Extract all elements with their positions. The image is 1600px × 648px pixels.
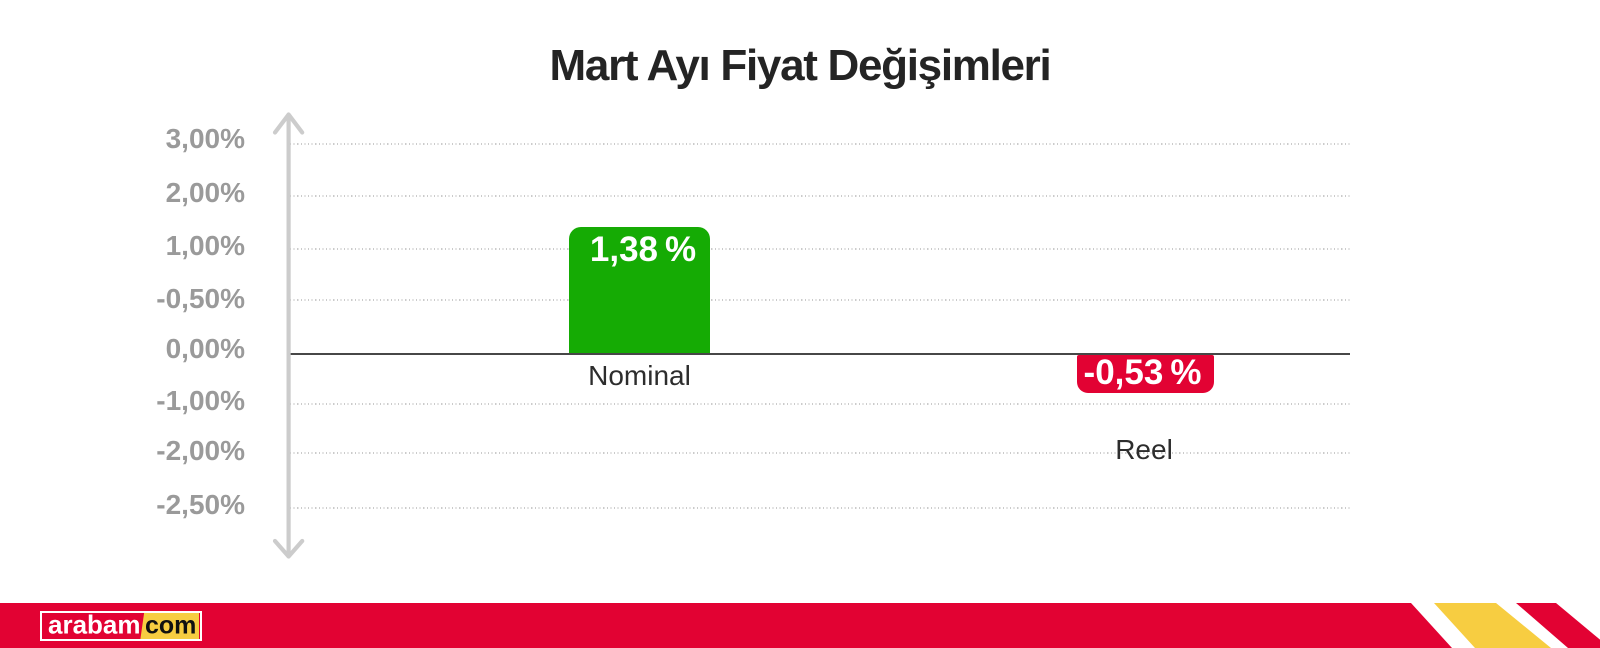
svg-text:arabam: arabam (48, 611, 141, 640)
svg-text:com: com (145, 612, 196, 640)
